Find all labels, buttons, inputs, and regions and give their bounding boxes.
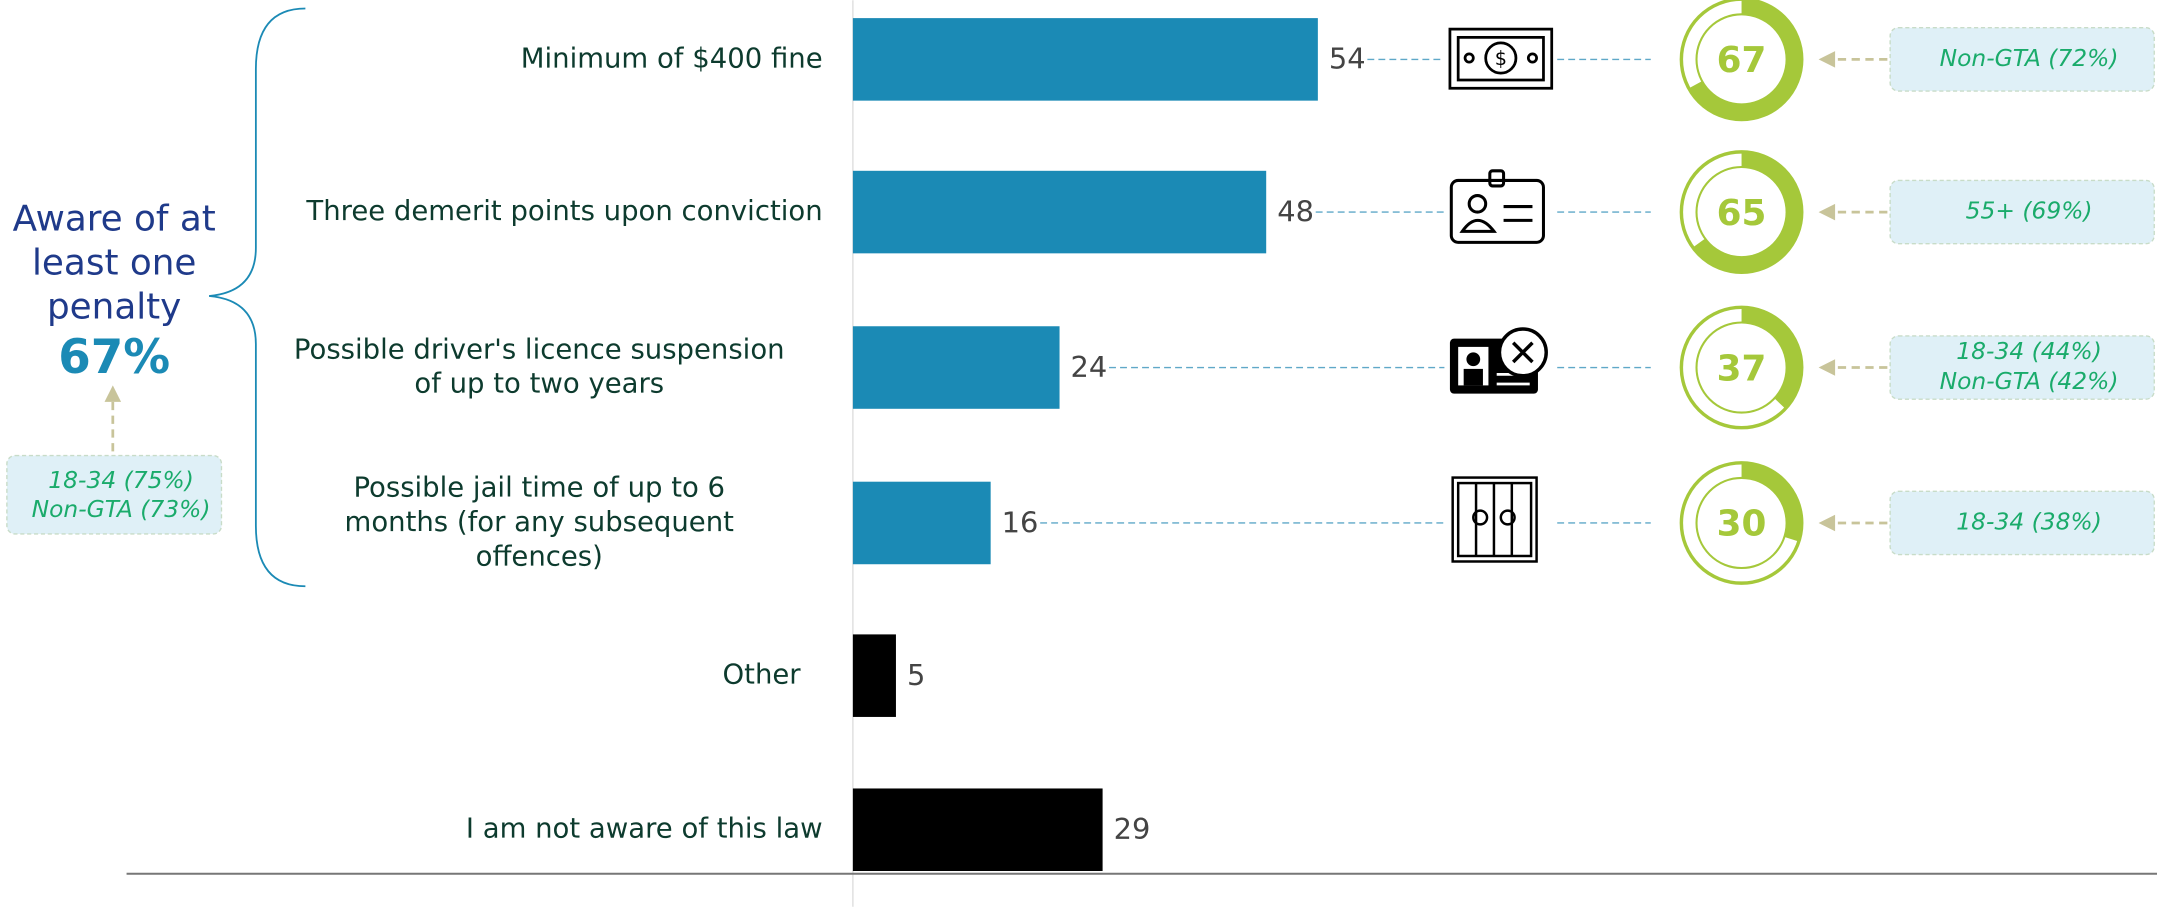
- callout-box: [1889, 335, 2155, 400]
- ring-center: [1697, 15, 1786, 104]
- licence-icon: [1449, 327, 1548, 394]
- callout-text: 18-34 (38%): [1956, 507, 2102, 535]
- value-label: 48: [1277, 194, 1314, 228]
- category-label: Three demerit points upon conviction: [305, 195, 822, 227]
- ring-arc: [1688, 0, 1803, 120]
- callout-text: Non-GTA (73%): [32, 495, 211, 523]
- category-label: Other: [723, 659, 802, 691]
- category-label: Possible jail time of up to 6 months (for…: [345, 472, 735, 573]
- value-label: 16: [1002, 505, 1039, 539]
- callout-box: [6, 454, 223, 535]
- ring-center: [1697, 478, 1786, 567]
- callout-box: [1889, 27, 2155, 92]
- ring-arc: [1741, 306, 1803, 409]
- callout-box: [1889, 490, 2155, 556]
- summary-label: Aware of at least one penalty: [13, 198, 216, 327]
- bar: [852, 634, 896, 717]
- value-label: 29: [1114, 812, 1151, 846]
- bar: [852, 481, 991, 565]
- bar: [852, 326, 1060, 409]
- arrow-head: [1818, 514, 1836, 532]
- brace: [209, 7, 306, 588]
- arrow-head: [1818, 359, 1836, 376]
- bar: [852, 788, 1103, 872]
- callout-text: Non-GTA (72%): [1940, 44, 2119, 72]
- ring-arc: [1741, 462, 1803, 542]
- ring-center: [1697, 168, 1786, 257]
- callout-text: 18-34 (75%): [48, 466, 194, 494]
- ring-value: 37: [1717, 348, 1767, 389]
- callout-text: Non-GTA (42%): [1940, 367, 2119, 395]
- callout-text: 18-34 (44%): [1956, 337, 2102, 365]
- arrow-head: [1818, 51, 1836, 68]
- callout-text: 55+ (69%): [1966, 197, 2093, 225]
- ring-value: 30: [1717, 504, 1767, 545]
- badge-icon: [1449, 169, 1545, 244]
- jail-icon: [1451, 476, 1538, 563]
- money-icon: $: [1448, 27, 1554, 90]
- ring-center: [1697, 323, 1786, 412]
- value-label: 5: [907, 658, 925, 692]
- arrow-head: [1818, 203, 1836, 221]
- value-label: 54: [1329, 42, 1366, 76]
- bar: [852, 18, 1318, 101]
- bar: [852, 170, 1267, 254]
- ring-arc: [1692, 151, 1803, 273]
- value-label: 24: [1071, 350, 1108, 384]
- ring-value: 67: [1717, 40, 1767, 81]
- arrow-head: [104, 385, 122, 402]
- category-label: Minimum of $400 fine: [521, 42, 823, 74]
- callout-box: [1889, 179, 2155, 245]
- svg-text:$: $: [1495, 47, 1507, 70]
- category-label: I am not aware of this law: [466, 813, 823, 845]
- summary-value: 67%: [58, 331, 170, 385]
- category-label: Possible driver's licence suspension of u…: [294, 333, 785, 399]
- ring-value: 65: [1717, 193, 1767, 234]
